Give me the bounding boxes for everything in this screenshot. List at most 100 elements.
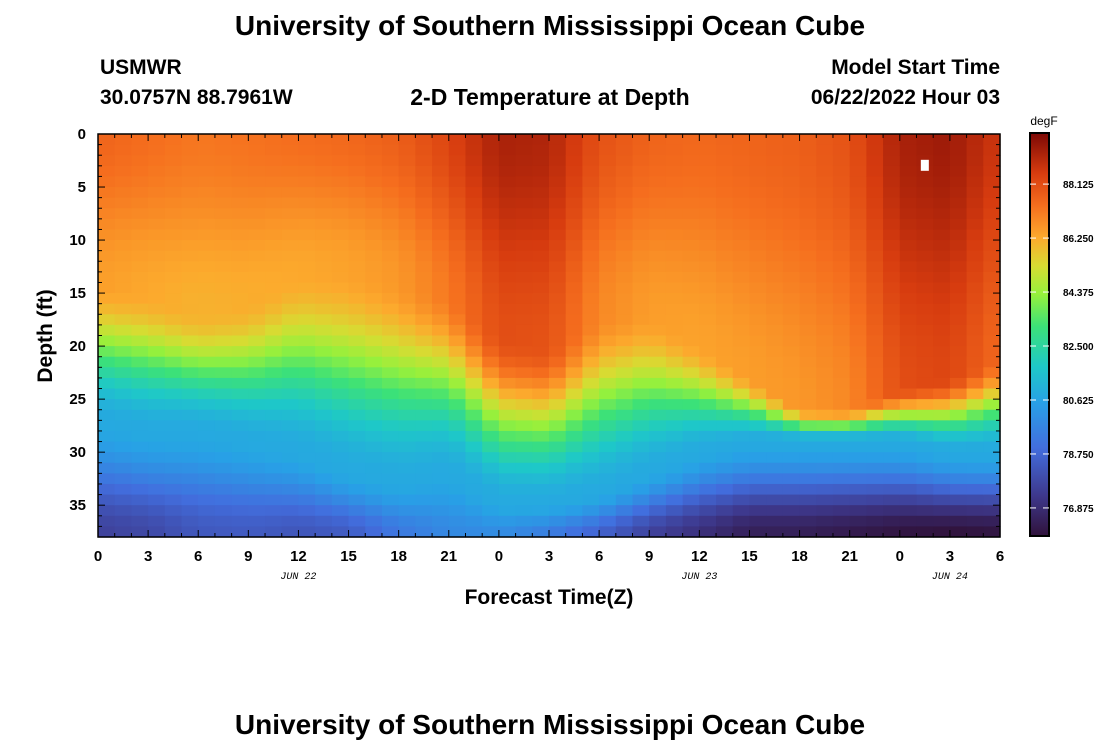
heatmap-cell [348, 367, 366, 379]
heatmap-cell [883, 367, 901, 379]
heatmap-cell [114, 515, 132, 527]
heatmap-cell [231, 462, 249, 474]
heatmap-cell [114, 165, 132, 178]
heatmap-cell [766, 324, 784, 337]
heatmap-cell [665, 409, 684, 421]
heatmap-cell [682, 399, 700, 411]
heatmap-cell [148, 187, 166, 199]
heatmap-cell [799, 356, 817, 368]
heatmap-cell [198, 505, 216, 517]
heatmap-cell [482, 335, 500, 347]
heatmap-cell [933, 218, 951, 231]
heatmap-cell [331, 494, 350, 506]
heatmap-cell [131, 377, 149, 390]
heatmap-cell [632, 356, 650, 368]
heatmap-cell [716, 399, 734, 411]
heatmap-cell [933, 473, 951, 485]
heatmap-cell [482, 494, 500, 506]
heatmap-cell [164, 176, 183, 188]
heatmap-cell [799, 218, 817, 231]
heatmap-cell [632, 208, 650, 220]
heatmap-cell [164, 293, 183, 305]
heatmap-cell [148, 197, 166, 209]
heatmap-cell [732, 356, 751, 368]
heatmap-cell [515, 356, 533, 368]
heatmap-cell [565, 388, 583, 400]
heatmap-cell [682, 314, 700, 326]
heatmap-cell [415, 293, 433, 305]
colorbar-tick-label: 84.375 [1063, 288, 1094, 299]
heatmap-cell [214, 526, 233, 538]
heatmap-cell [983, 261, 1001, 273]
heatmap-cell [966, 441, 984, 453]
heatmap-cell [699, 261, 717, 273]
heatmap-cell [799, 335, 817, 347]
heatmap-cell [933, 144, 951, 156]
heatmap-cell [298, 261, 316, 273]
heatmap-cell [398, 483, 416, 496]
heatmap-cell [148, 293, 166, 305]
heatmap-cell [632, 409, 650, 421]
heatmap-cell [732, 176, 751, 188]
heatmap-cell [782, 240, 801, 252]
heatmap-cell [632, 399, 650, 411]
heatmap-cell [281, 430, 300, 443]
heatmap-cell [816, 176, 834, 188]
heatmap-cell [549, 505, 567, 517]
heatmap-cell [331, 409, 350, 421]
heatmap-cell [298, 314, 316, 326]
heatmap-cell [298, 187, 316, 199]
y-tick-label: 10 [69, 232, 86, 249]
heatmap-cell [799, 176, 817, 188]
heatmap-cell [849, 377, 867, 390]
heatmap-cell [398, 261, 416, 273]
heatmap-cell [899, 240, 918, 252]
heatmap-cell [181, 526, 199, 538]
heatmap-cell [966, 346, 984, 358]
heatmap-cell [716, 314, 734, 326]
heatmap-cell [582, 303, 600, 315]
heatmap-cell [465, 134, 483, 146]
heatmap-cell [465, 462, 483, 474]
heatmap-cell [933, 430, 951, 443]
heatmap-cell [949, 526, 968, 538]
heatmap-cell [599, 197, 617, 209]
heatmap-cell [782, 229, 801, 241]
heatmap-cell [615, 176, 634, 188]
heatmap-cell [381, 409, 400, 421]
heatmap-cell [331, 515, 350, 527]
heatmap-cell [565, 335, 583, 347]
heatmap-cell [749, 240, 767, 252]
heatmap-cell [164, 377, 183, 390]
heatmap-cell [716, 377, 734, 390]
heatmap-cell [816, 229, 834, 241]
heatmap-cell [248, 452, 266, 464]
heatmap-cell [498, 176, 517, 188]
heatmap-cell [716, 218, 734, 231]
heatmap-cell [849, 144, 867, 156]
heatmap-cell [766, 282, 784, 294]
heatmap-cell [98, 240, 116, 252]
heatmap-cell [933, 441, 951, 453]
heatmap-cell [649, 515, 667, 527]
heatmap-cell [716, 356, 734, 368]
heatmap-cell [465, 176, 483, 188]
heatmap-cell [565, 420, 583, 432]
heatmap-cell [482, 134, 500, 146]
heatmap-cell [248, 176, 266, 188]
heatmap-cell [782, 165, 801, 178]
heatmap-cell [582, 144, 600, 156]
heatmap-cell [281, 314, 300, 326]
heatmap-cell [682, 261, 700, 273]
heatmap-cell [949, 208, 968, 220]
heatmap-cell [131, 229, 149, 241]
heatmap-cell [816, 346, 834, 358]
heatmap-cell [465, 250, 483, 262]
heatmap-cell [565, 176, 583, 188]
heatmap-cell [381, 303, 400, 315]
heatmap-cell [732, 218, 751, 231]
heatmap-cell [732, 314, 751, 326]
heatmap-cell [298, 526, 316, 538]
heatmap-cell [582, 505, 600, 517]
heatmap-cell [832, 367, 851, 379]
